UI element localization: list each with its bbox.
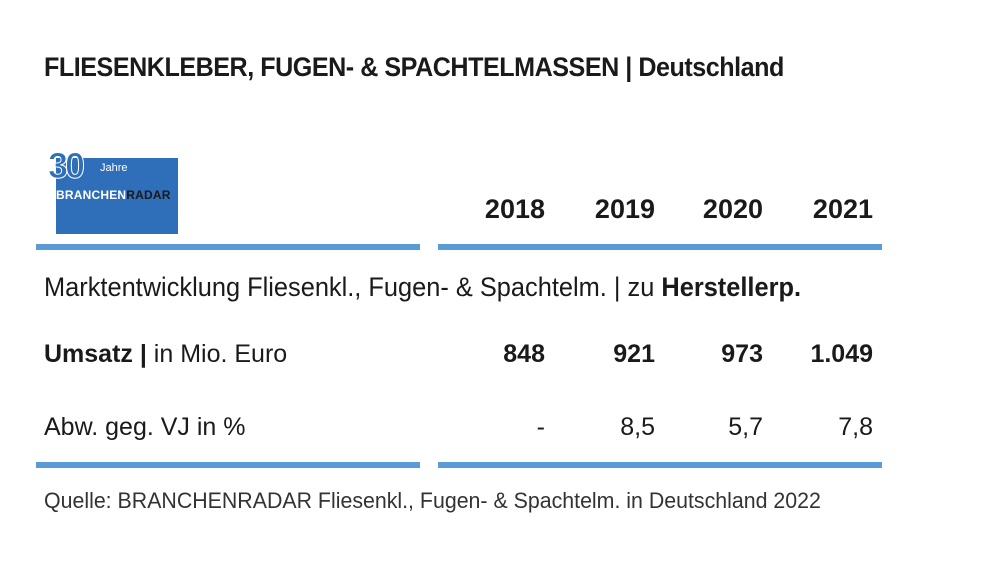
cell-0-2019: 921 [613, 340, 655, 368]
cell-1-2018: - [536, 413, 545, 441]
year-header-2021: 2021 [812, 194, 873, 224]
year-header-2020: 2020 [702, 194, 763, 224]
table-subtitle: Marktentwicklung Fliesenkl., Fugen- & Sp… [44, 272, 802, 302]
source-note: Quelle: BRANCHENRADAR Fliesenkl., Fugen-… [44, 488, 821, 513]
cell-1-2019: 8,5 [620, 413, 655, 441]
top-right-rule [438, 244, 882, 250]
logo-brand-text: BRANCHENRADAR [56, 188, 171, 202]
cell-0-2021: 1.049 [810, 340, 873, 368]
top-left-rule [36, 244, 420, 250]
bottom-right-rule [438, 462, 882, 468]
chart-title: FLIESENKLEBER, FUGEN- & SPACHTELMASSEN |… [44, 52, 784, 82]
row-label-0: Umsatz | in Mio. Euro [44, 340, 288, 368]
bottom-left-rule [36, 462, 420, 468]
branchenradar-logo: 30 Jahre BRANCHENRADAR [47, 145, 183, 234]
cell-0-2018: 848 [503, 340, 545, 368]
cell-1-2020: 5,7 [728, 413, 763, 441]
logo-anniversary-number: 30 [47, 145, 85, 186]
year-header-2019: 2019 [594, 194, 655, 224]
logo-jahre-label: Jahre [100, 162, 128, 174]
logo-box [56, 158, 178, 234]
cell-0-2020: 973 [721, 340, 763, 368]
row-label-1: Abw. geg. VJ in % [44, 413, 246, 441]
year-header-2018: 2018 [484, 194, 545, 224]
cell-1-2021: 7,8 [838, 413, 873, 441]
